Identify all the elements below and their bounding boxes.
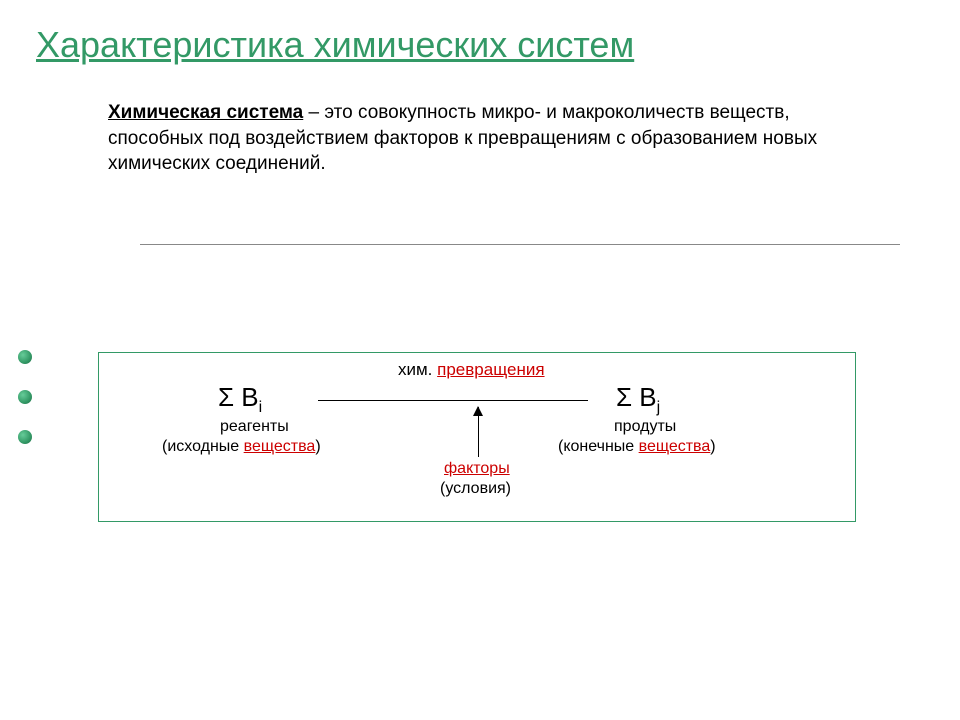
- reagents-label: реагенты: [220, 418, 289, 436]
- reagents-sub-pre: (исходные: [162, 438, 244, 455]
- divider-line: [140, 244, 900, 245]
- sigma-right-sub: j: [657, 399, 661, 416]
- sigma-left-main: Σ B: [218, 382, 259, 412]
- chem-prefix: хим.: [398, 360, 437, 379]
- decorative-bullet: [18, 430, 32, 444]
- slide-title: Характеристика химических систем: [36, 24, 634, 66]
- vertical-arrow: [478, 407, 479, 457]
- products-label: продуты: [614, 418, 676, 436]
- sigma-right-main: Σ B: [616, 382, 657, 412]
- definition-term: Химическая система: [108, 102, 303, 123]
- products-sublabel: (конечные вещества): [558, 438, 716, 456]
- sigma-products: Σ Bj: [616, 382, 660, 417]
- sigma-left-sub: i: [259, 399, 263, 416]
- chem-red-text: превращения: [437, 360, 544, 379]
- horizontal-arrow: [318, 400, 588, 401]
- products-sub-post: ): [710, 438, 715, 455]
- reagents-sub-post: ): [315, 438, 320, 455]
- chem-transform-label: хим. превращения: [398, 360, 545, 380]
- reagents-sublabel: (исходные вещества): [162, 438, 321, 456]
- decorative-bullet: [18, 390, 32, 404]
- sigma-reagents: Σ Bi: [218, 382, 262, 417]
- definition-paragraph: Химическая система – это совокупность ми…: [108, 100, 888, 177]
- products-sub-red: вещества: [639, 438, 711, 455]
- conditions-label: (условия): [440, 480, 511, 498]
- factors-label: факторы: [444, 460, 510, 478]
- decorative-bullet: [18, 350, 32, 364]
- reagents-sub-red: вещества: [244, 438, 316, 455]
- products-sub-pre: (конечные: [558, 438, 639, 455]
